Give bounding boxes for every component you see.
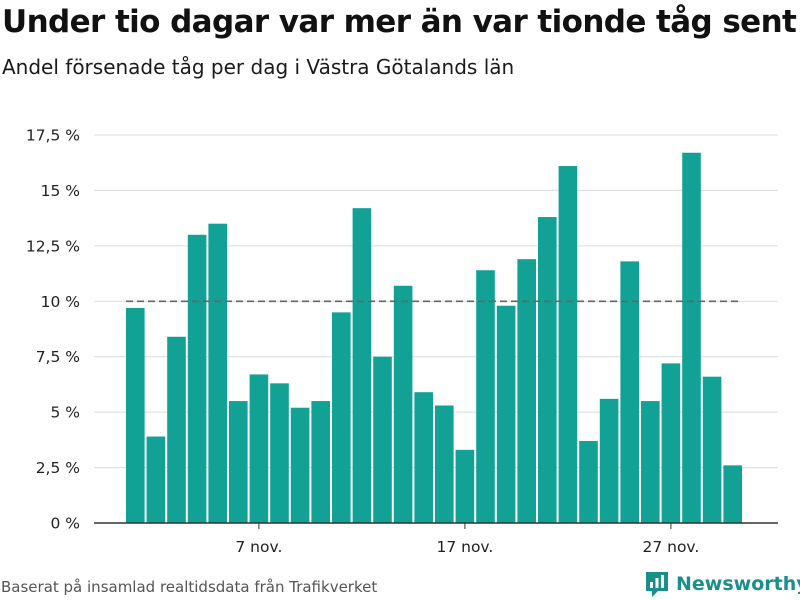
y-tick-label: 12,5 % bbox=[26, 237, 80, 255]
y-tick-label: 17,5 % bbox=[26, 127, 80, 145]
bar bbox=[332, 312, 351, 523]
y-tick-label: 5 % bbox=[50, 404, 80, 422]
brand-logo: Newsworthy bbox=[644, 569, 800, 599]
y-tick-label: 10 % bbox=[41, 293, 80, 311]
bar bbox=[538, 217, 557, 523]
brand-name: Newsworthy bbox=[676, 573, 800, 595]
y-tick-label: 2,5 % bbox=[36, 459, 80, 477]
bar bbox=[435, 405, 454, 523]
bar bbox=[476, 270, 495, 523]
bar bbox=[208, 223, 227, 523]
bars bbox=[126, 152, 742, 524]
bar bbox=[682, 152, 701, 524]
gridlines bbox=[94, 134, 778, 469]
bar bbox=[414, 392, 433, 523]
bar bbox=[558, 166, 578, 524]
bar bbox=[641, 401, 660, 523]
bar-chart-logo-icon bbox=[646, 572, 668, 597]
chart-subtitle: Andel försenade tåg per dag i Västra Göt… bbox=[2, 55, 515, 79]
bar bbox=[661, 363, 681, 523]
bar bbox=[290, 407, 310, 523]
x-tick-label: 27 nov. bbox=[642, 538, 699, 556]
bar bbox=[393, 285, 413, 523]
bar bbox=[167, 336, 186, 523]
y-tick-label: 0 % bbox=[50, 515, 80, 533]
bar bbox=[249, 374, 269, 523]
bar bbox=[126, 307, 145, 523]
y-tick-label: 7,5 % bbox=[36, 348, 80, 366]
chart-title: Under tio dagar var mer än var tionde tå… bbox=[2, 4, 797, 40]
bar bbox=[229, 401, 248, 523]
bar bbox=[455, 449, 475, 523]
bar bbox=[702, 376, 722, 523]
bar bbox=[620, 261, 639, 523]
y-tick-label: 15 % bbox=[41, 182, 80, 200]
bar bbox=[187, 234, 207, 523]
bar bbox=[352, 208, 372, 523]
bar bbox=[517, 259, 536, 523]
bar bbox=[311, 401, 330, 523]
bar bbox=[146, 436, 166, 523]
axes: 0 % 2,5 % 5 % 7,5 % 10 % 12,5 % 15 % 17,5 % 7 no… bbox=[26, 127, 778, 556]
x-tick-label: 7 nov. bbox=[235, 538, 282, 556]
bar bbox=[579, 440, 598, 523]
bar bbox=[496, 305, 516, 523]
bar bbox=[599, 398, 619, 523]
bar bbox=[270, 383, 289, 523]
x-tick-label: 17 nov. bbox=[436, 538, 493, 556]
bar bbox=[373, 356, 392, 523]
bar bbox=[723, 465, 742, 523]
source-note: Baserat på insamlad realtidsdata från Tr… bbox=[1, 578, 378, 596]
